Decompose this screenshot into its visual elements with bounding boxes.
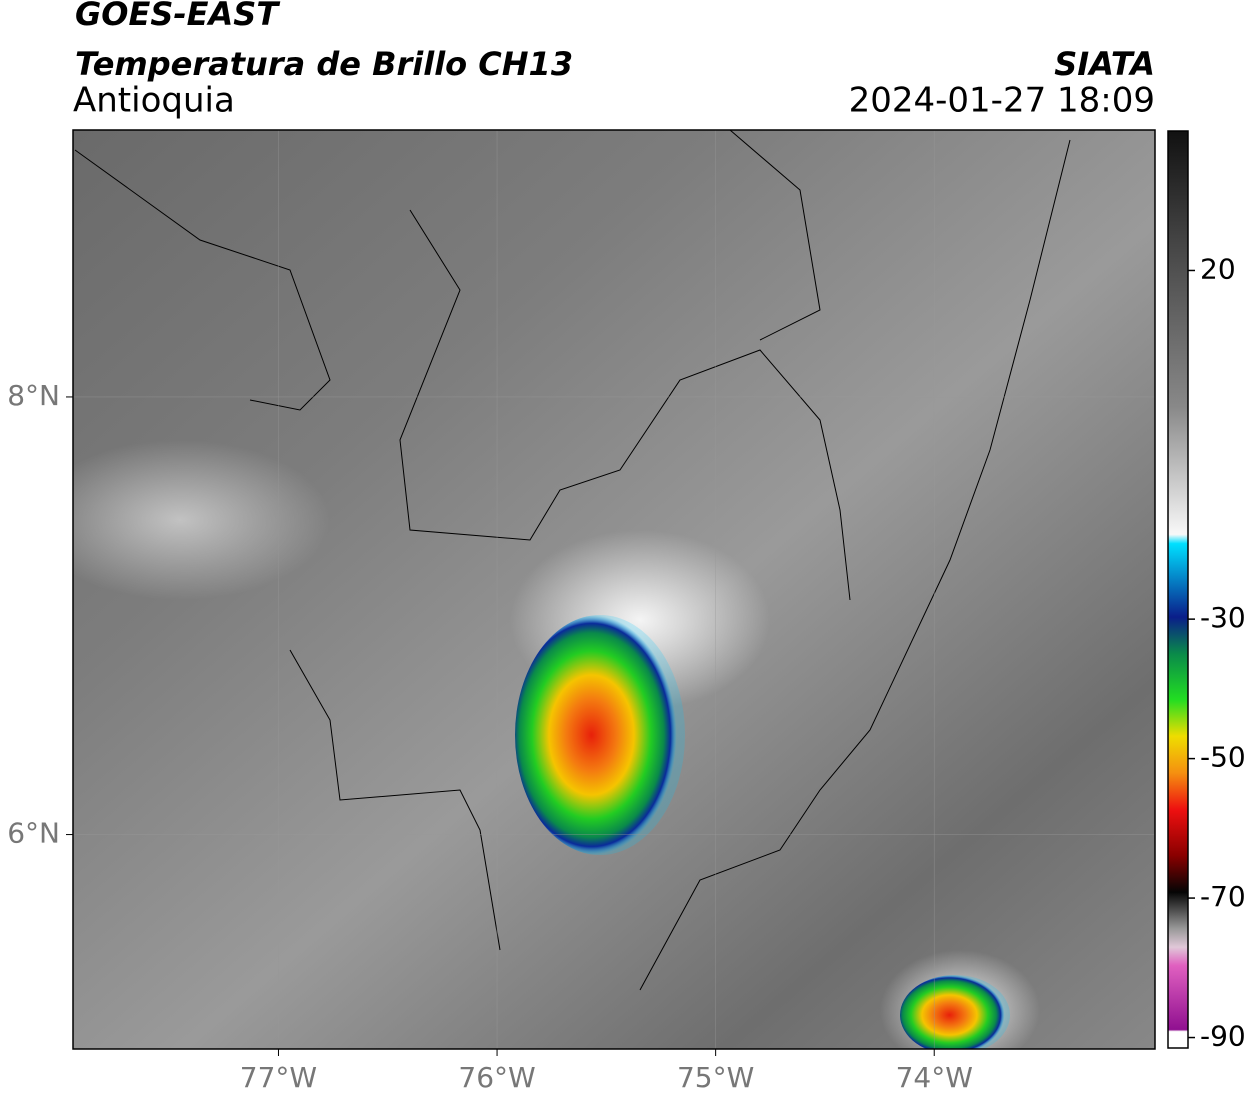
lon-label: 76°W <box>458 1061 535 1094</box>
colorbar-label: -90 <box>1200 1020 1246 1053</box>
lat-label: 8°N <box>7 379 60 412</box>
colorbar-label: -70 <box>1200 880 1246 913</box>
colorbar-label: -50 <box>1200 741 1246 774</box>
region: Antioquia <box>73 81 235 121</box>
lat-label: 6°N <box>7 817 60 850</box>
source: SIATA <box>1054 45 1155 83</box>
imagery <box>73 130 1155 1049</box>
lon-label: 74°W <box>896 1061 973 1094</box>
colorbar-label: 20 <box>1200 252 1236 285</box>
colorbar <box>1167 130 1189 1049</box>
lon-label: 77°W <box>240 1061 317 1094</box>
map-frame <box>72 129 1156 1050</box>
colorbar-label: -30 <box>1200 601 1246 634</box>
satellite: GOES-EAST <box>75 0 280 33</box>
product: Temperatura de Brillo CH13 <box>75 45 573 83</box>
lon-label: 75°W <box>677 1061 754 1094</box>
datetime: 2024-01-27 18:09 <box>849 81 1155 121</box>
